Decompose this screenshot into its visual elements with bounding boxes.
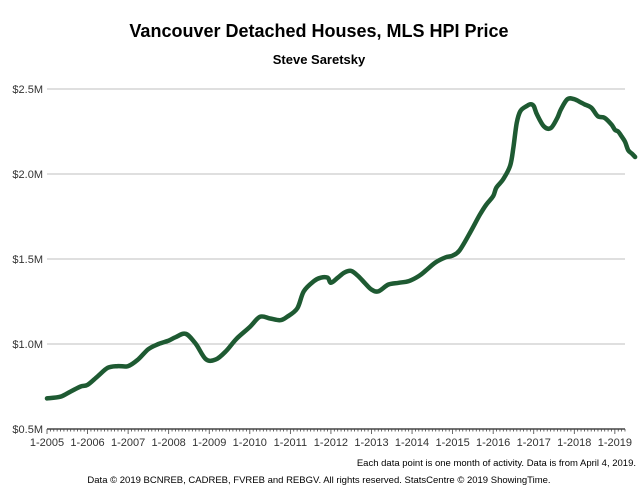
footer-note: Each data point is one month of activity… <box>357 458 636 469</box>
x-tick-label: 1-2014 <box>395 437 429 449</box>
x-tick-label: 1-2015 <box>435 437 469 449</box>
x-axis: 1-2005 1-2006 1-2007 1-2008 1-2009 1-2010 1-20… <box>30 428 632 449</box>
x-tick-label: 1-2013 <box>354 437 388 449</box>
gridlines <box>47 88 625 345</box>
x-tick-label: 1-2016 <box>476 437 510 449</box>
series-layer <box>44 96 638 401</box>
x-tick-label: 1-2010 <box>233 437 267 449</box>
footer-copyright: Data © 2019 BCNREB, CADREB, FVREB and RE… <box>87 475 550 486</box>
chart-title: Vancouver Detached Houses, MLS HPI Price <box>129 21 508 41</box>
chart-subtitle: Steve Saretsky <box>273 52 366 67</box>
y-tick-label: $1.5M <box>12 254 43 266</box>
x-tick-label: 1-2005 <box>30 437 64 449</box>
y-axis-ticks: $0.5M $1.0M $1.5M $2.0M $2.5M <box>12 84 43 436</box>
y-tick-label: $1.0M <box>12 339 43 351</box>
y-tick-label: $2.5M <box>12 84 43 96</box>
x-tick-label: 1-2009 <box>192 437 226 449</box>
y-tick-label: $0.5M <box>12 424 43 436</box>
x-tick-label: 1-2019 <box>598 437 632 449</box>
x-tick-label: 1-2018 <box>557 437 591 449</box>
x-tick-label: 1-2017 <box>517 437 551 449</box>
x-tick-label: 1-2012 <box>314 437 348 449</box>
series-line-0 <box>44 96 638 401</box>
y-tick-label: $2.0M <box>12 169 43 181</box>
x-tick-label: 1-2011 <box>274 437 307 449</box>
x-tick-label: 1-2007 <box>111 437 145 449</box>
x-tick-label: 1-2008 <box>152 437 186 449</box>
x-tick-label: 1-2006 <box>70 437 104 449</box>
